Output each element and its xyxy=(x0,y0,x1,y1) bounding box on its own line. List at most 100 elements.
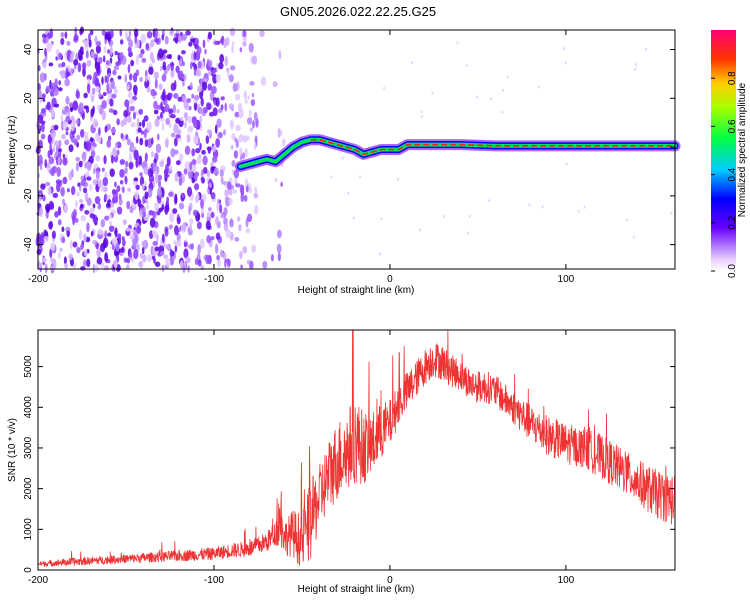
spectrogram-noise-cell xyxy=(216,118,222,128)
spectrogram-noise-cell xyxy=(229,65,236,71)
spectrogram-noise-cell xyxy=(80,50,84,56)
spectrogram-noise-cell xyxy=(231,44,235,54)
spectrogram-noise-cell xyxy=(201,212,205,218)
spectrogram-noise-cell xyxy=(272,81,278,88)
spectrogram-noise-cell xyxy=(95,170,100,181)
spectrogram-noise-cell xyxy=(196,221,202,230)
spectrogram-noise-cell xyxy=(217,131,223,139)
spectrogram-noise-cell xyxy=(173,80,177,90)
spectrogram-noise-cell xyxy=(110,80,115,88)
spectrogram-noise-cell xyxy=(136,117,140,128)
spectrogram-noise-cell xyxy=(158,179,162,189)
spectrogram-noise-cell xyxy=(50,129,56,139)
spectrogram-noise-cell xyxy=(224,258,227,269)
spectrogram-noise-cell xyxy=(63,204,69,214)
spectrogram-noise-cell xyxy=(166,196,170,204)
spectrogram-noise-cell xyxy=(632,235,635,239)
spectrogram-noise-cell xyxy=(190,82,193,89)
spectrogram-noise-cell xyxy=(168,108,174,114)
spectrogram-noise-cell xyxy=(128,30,132,37)
spectrogram-noise-cell xyxy=(61,109,67,115)
spectrogram-noise-cell xyxy=(52,146,55,153)
spectrogram-noise-cell xyxy=(489,97,492,101)
spectrogram-noise-cell xyxy=(62,176,68,185)
spectrogram-noise-cell xyxy=(191,163,197,174)
spectrogram-noise-cell xyxy=(177,54,181,61)
spectrogram-noise-cell xyxy=(191,177,196,184)
spectrogram-noise-cell xyxy=(119,39,124,45)
spectrogram-noise-cell xyxy=(238,108,244,119)
spectrogram-noise-cell xyxy=(341,156,344,160)
spectrogram-noise-cell xyxy=(194,171,200,177)
spectrogram-noise-cell xyxy=(215,73,221,83)
spectrogram-noise-cell xyxy=(206,58,210,68)
spectrogram-noise-cell xyxy=(222,252,227,260)
spectrogram-noise-cell xyxy=(220,213,225,219)
spectrogram-noise-cell xyxy=(240,190,245,196)
spectrogram-noise-cell xyxy=(190,38,196,43)
spectrogram-noise-cell xyxy=(101,29,106,36)
spectrogram-noise-cell xyxy=(52,258,57,270)
spectrogram-noise-cell xyxy=(178,70,184,80)
spectrogram-noise-cell xyxy=(234,111,240,118)
spectrogram-noise-cell xyxy=(231,160,236,167)
spectrogram-noise-cell xyxy=(274,177,278,183)
spectrogram-noise-cell xyxy=(202,80,208,91)
spectrogram-noise-cell xyxy=(234,236,240,242)
spectrogram-noise-cell xyxy=(146,121,152,131)
spectrogram-noise-cell xyxy=(163,254,168,259)
spectrogram-noise-cell xyxy=(84,39,90,50)
spectrogram-noise-cell xyxy=(50,242,56,252)
spectrogram-noise-cell xyxy=(164,139,169,148)
spectrogram-noise-cell xyxy=(109,98,114,107)
spectrogram-noise-cell xyxy=(215,232,221,240)
spectrogram-noise-cell xyxy=(122,219,127,225)
spectrogram-noise-cell xyxy=(279,129,283,136)
spectrogram-noise-cell xyxy=(225,229,231,239)
spectrogram-noise-cell xyxy=(203,166,208,175)
spectrogram-noise-cell xyxy=(96,247,102,258)
spectrogram-noise-cell xyxy=(83,249,88,257)
spectrogram-noise-cell xyxy=(147,31,151,38)
spectrogram-noise-cell xyxy=(73,59,79,66)
spectrogram-noise-cell xyxy=(65,67,69,78)
spectrogram-noise-cell xyxy=(215,97,220,107)
spectrogram-noise-cell xyxy=(128,152,133,163)
spectrogram-noise-cell xyxy=(243,90,248,100)
spectrogram-noise-cell xyxy=(76,246,81,254)
spectrogram-noise-cell xyxy=(183,241,188,247)
spectrogram-noise-cell xyxy=(86,222,90,233)
spectrogram-noise-cell xyxy=(176,108,180,114)
spectrogram-noise-cell xyxy=(246,117,253,125)
spectrogram-noise-cell xyxy=(110,154,114,164)
spectrogram-noise-cell xyxy=(75,156,80,162)
spectrogram-noise-cell xyxy=(86,161,92,172)
spectrogram-noise-cell xyxy=(140,33,146,44)
spectrogram-noise-cell xyxy=(110,127,116,134)
spectrogram-noise-cell xyxy=(139,252,144,259)
spectrogram-noise-cell xyxy=(192,62,196,67)
spectrogram-noise-cell xyxy=(419,228,422,232)
spectrogram-noise-cell xyxy=(77,62,82,73)
spectrogram-noise-cell xyxy=(161,264,165,272)
spectrogram-noise-cell xyxy=(113,258,118,269)
spectrogram-noise-cell xyxy=(228,103,235,110)
spectrogram-noise-cell xyxy=(154,246,160,252)
spectrogram-noise-cell xyxy=(277,252,281,262)
spectrogram-noise-cell xyxy=(420,110,423,114)
spectrogram-noise-cell xyxy=(38,154,43,165)
y-tick-label: 5000 xyxy=(23,355,34,378)
spectrogram-noise-cell xyxy=(187,228,193,236)
spectrogram-noise-cell xyxy=(76,191,80,197)
spectrogram-noise-cell xyxy=(56,182,61,193)
spectrogram-noise-cell xyxy=(91,87,96,95)
x-tick-label: -100 xyxy=(204,575,224,586)
spectrogram-noise-cell xyxy=(226,259,231,267)
spectrogram-noise-cell xyxy=(112,69,117,76)
spectrogram-noise-cell xyxy=(200,176,205,183)
spectrogram-noise-cell xyxy=(122,239,126,247)
spectrogram-noise-cell xyxy=(188,41,193,47)
spectrogram-noise-cell xyxy=(194,37,200,46)
spectrogram-noise-cell xyxy=(69,52,74,64)
